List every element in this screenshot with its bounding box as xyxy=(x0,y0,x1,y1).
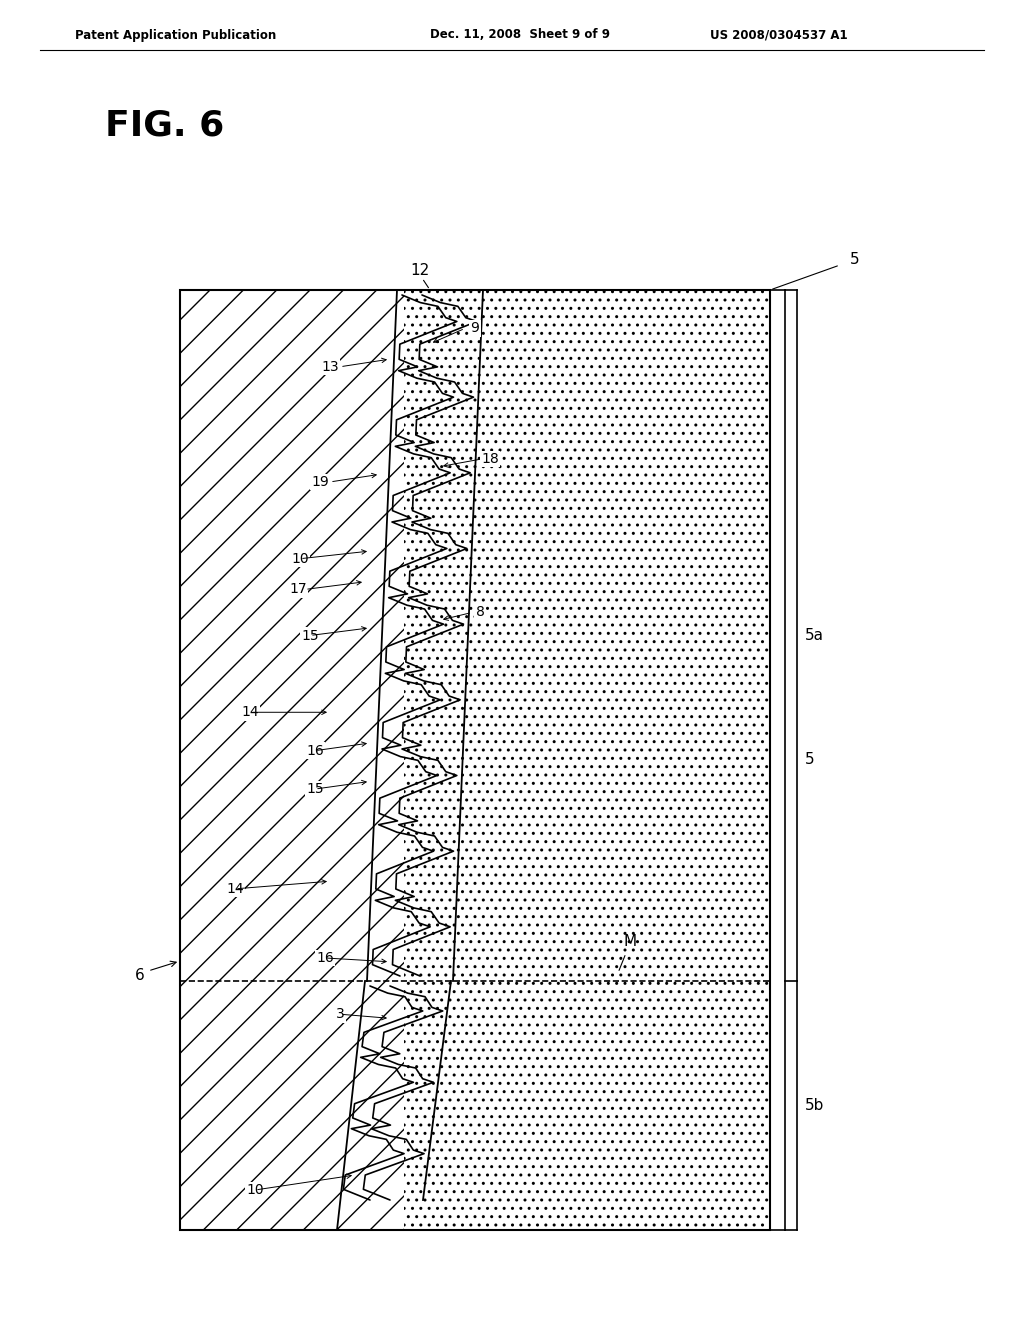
Text: Patent Application Publication: Patent Application Publication xyxy=(75,29,276,41)
Text: 5: 5 xyxy=(805,752,815,767)
Text: US 2008/0304537 A1: US 2008/0304537 A1 xyxy=(710,29,848,41)
Text: FIG. 6: FIG. 6 xyxy=(105,108,224,143)
Text: 16: 16 xyxy=(316,950,334,965)
Text: 9: 9 xyxy=(471,321,479,335)
Text: 15: 15 xyxy=(306,781,324,796)
Text: 18: 18 xyxy=(481,451,499,466)
Text: 5b: 5b xyxy=(805,1098,824,1113)
Text: 15: 15 xyxy=(301,628,318,643)
Text: 12: 12 xyxy=(411,263,430,279)
Text: M: M xyxy=(624,933,637,949)
Text: Dec. 11, 2008  Sheet 9 of 9: Dec. 11, 2008 Sheet 9 of 9 xyxy=(430,29,610,41)
Bar xyxy=(404,981,770,1230)
Text: 8: 8 xyxy=(475,606,484,619)
Bar xyxy=(404,290,770,981)
Text: 19: 19 xyxy=(311,475,329,488)
Text: 5: 5 xyxy=(850,252,859,268)
Text: 14: 14 xyxy=(242,705,259,719)
Text: 14: 14 xyxy=(226,882,244,896)
Text: 3: 3 xyxy=(336,1007,344,1022)
Text: 10: 10 xyxy=(291,552,309,566)
Bar xyxy=(180,290,770,1230)
Text: 5a: 5a xyxy=(805,628,824,643)
Text: 13: 13 xyxy=(322,360,339,374)
Text: 17: 17 xyxy=(289,582,307,597)
Text: 6: 6 xyxy=(135,969,145,983)
Bar xyxy=(180,981,770,1230)
Text: 16: 16 xyxy=(306,743,324,758)
Bar xyxy=(180,290,770,981)
Text: 10: 10 xyxy=(246,1183,264,1197)
